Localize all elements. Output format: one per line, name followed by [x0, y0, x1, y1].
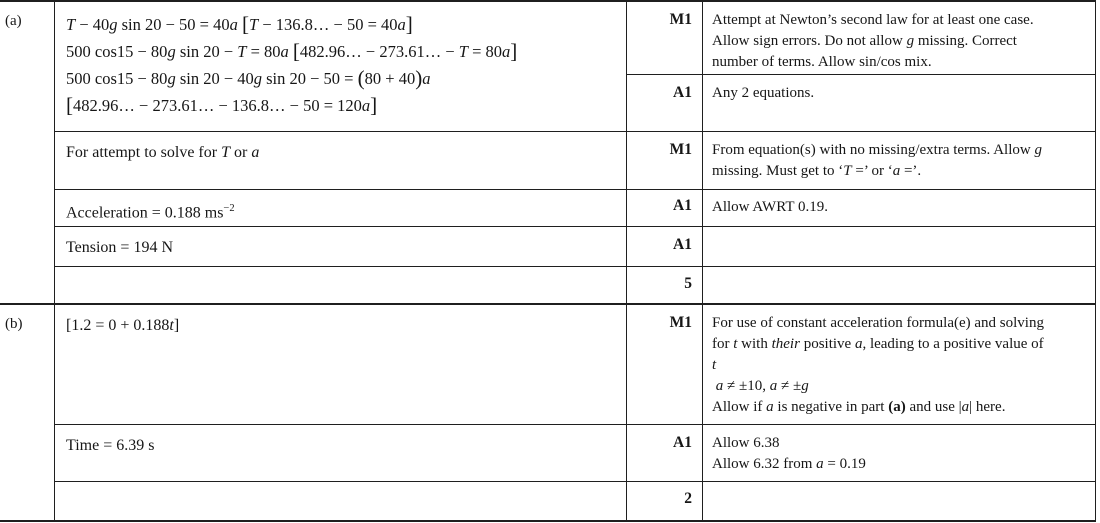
working-time-cell: Time = 6.39 s — [55, 425, 627, 481]
note-cell-m1: Attempt at Newton’s second law for at le… — [703, 2, 1095, 74]
text-line: 500 cos15 − 80g sin 20 − T = 80a [482.96… — [66, 39, 518, 63]
text-line: number of terms. Allow sin/cos mix. — [712, 54, 932, 70]
mark-cell-acceleration: A1 — [627, 190, 703, 226]
row-suvat: [1.2 = 0 + 0.188t] M1 For use of constan… — [55, 305, 1095, 425]
text-line: Attempt at Newton’s second law for at le… — [712, 12, 1034, 28]
text-line: T − 40g sin 20 − 50 = 40a [T − 136.8… − … — [66, 12, 413, 36]
working-empty-cell — [55, 267, 627, 303]
text-line: Allow 6.38 — [712, 435, 780, 451]
text-line: [482.96… − 273.61… − 136.8… − 50 = 120a] — [66, 93, 378, 117]
note-empty-cell — [703, 267, 1095, 303]
section-part-a: (a) T − 40g sin 20 − 50 = 40a [T − 136.8… — [0, 2, 1095, 305]
row-total-a: 5 — [55, 267, 1095, 303]
working-acceleration-cell: Acceleration = 0.188 ms−2 — [55, 190, 627, 226]
part-b-content: [1.2 = 0 + 0.188t] M1 For use of constan… — [55, 305, 1095, 520]
working-suvat-cell: [1.2 = 0 + 0.188t] — [55, 305, 627, 424]
text-line: 500 cos15 − 80g sin 20 − 40g sin 20 − 50… — [66, 66, 431, 90]
text-line: Time = 6.39 s — [66, 437, 155, 454]
row-solve: For attempt to solve for T or a M1 From … — [55, 132, 1095, 190]
equations-marks-area: M1 Attempt at Newton’s second law for at… — [627, 2, 1095, 131]
row-acceleration: Acceleration = 0.188 ms−2 A1 Allow AWRT … — [55, 190, 1095, 227]
note-cell-time: Allow 6.38 Allow 6.32 from a = 0.19 — [703, 425, 1095, 481]
section-part-b: (b) [1.2 = 0 + 0.188t] M1 For use of con… — [0, 305, 1095, 520]
row-time: Time = 6.39 s A1 Allow 6.38 Allow 6.32 fr… — [55, 425, 1095, 482]
text-line: For attempt to solve for T or a — [66, 144, 260, 161]
note-cell-acceleration: Allow AWRT 0.19. — [703, 190, 1095, 226]
text-line: for t with their positive a, leading to … — [712, 336, 1044, 352]
text-line: For use of constant acceleration formula… — [712, 315, 1044, 331]
note-empty-cell — [703, 482, 1095, 520]
text-line: Allow 6.32 from a = 0.19 — [712, 456, 866, 472]
text-line: Any 2 equations. — [712, 85, 815, 101]
mark-cell-suvat: M1 — [627, 305, 703, 424]
text-line: Acceleration = 0.188 ms−2 — [66, 203, 235, 222]
part-label-a: (a) — [0, 2, 55, 303]
working-solve-cell: For attempt to solve for T or a — [55, 132, 627, 189]
mark-cell-tension: A1 — [627, 227, 703, 266]
total-marks-a: 5 — [627, 267, 703, 303]
mark-cell-m1: M1 — [627, 2, 703, 74]
working-tension-cell: Tension = 194 N — [55, 227, 627, 266]
text-line: From equation(s) with no missing/extra t… — [712, 142, 1042, 158]
text-line: Allow sign errors. Do not allow g missin… — [712, 33, 1017, 49]
note-cell-a1: Any 2 equations. — [703, 75, 1095, 131]
row-tension: Tension = 194 N A1 — [55, 227, 1095, 267]
part-a-content: T − 40g sin 20 − 50 = 40a [T − 136.8… − … — [55, 2, 1095, 303]
total-marks-b: 2 — [627, 482, 703, 520]
mark-cell-a1: A1 — [627, 75, 703, 131]
note-cell-solve: From equation(s) with no missing/extra t… — [703, 132, 1095, 189]
text-line: a ≠ ±10, a ≠ ±g — [715, 378, 809, 394]
working-empty-cell — [55, 482, 627, 520]
text-line: t — [712, 357, 717, 373]
text-line: Tension = 194 N — [66, 239, 174, 256]
note-cell-suvat: For use of constant acceleration formula… — [703, 305, 1095, 424]
text-line: [1.2 = 0 + 0.188t] — [66, 317, 180, 334]
text-line: Allow AWRT 0.19. — [712, 199, 828, 215]
mark-cell-time: A1 — [627, 425, 703, 481]
row-total-b: 2 — [55, 482, 1095, 520]
part-label-b: (b) — [0, 305, 55, 520]
text-line: Allow if a is negative in part (a) and u… — [712, 399, 1006, 415]
mark-cell-solve: M1 — [627, 132, 703, 189]
row-equations: T − 40g sin 20 − 50 = 40a [T − 136.8… − … — [55, 2, 1095, 132]
text-line: missing. Must get to ‘T =’ or ‘a =’. — [712, 163, 922, 179]
subrow-a1: A1 Any 2 equations. — [627, 75, 1095, 131]
working-equations-cell: T − 40g sin 20 − 50 = 40a [T − 136.8… − … — [55, 2, 627, 131]
subrow-m1: M1 Attempt at Newton’s second law for at… — [627, 2, 1095, 75]
note-cell-tension — [703, 227, 1095, 266]
